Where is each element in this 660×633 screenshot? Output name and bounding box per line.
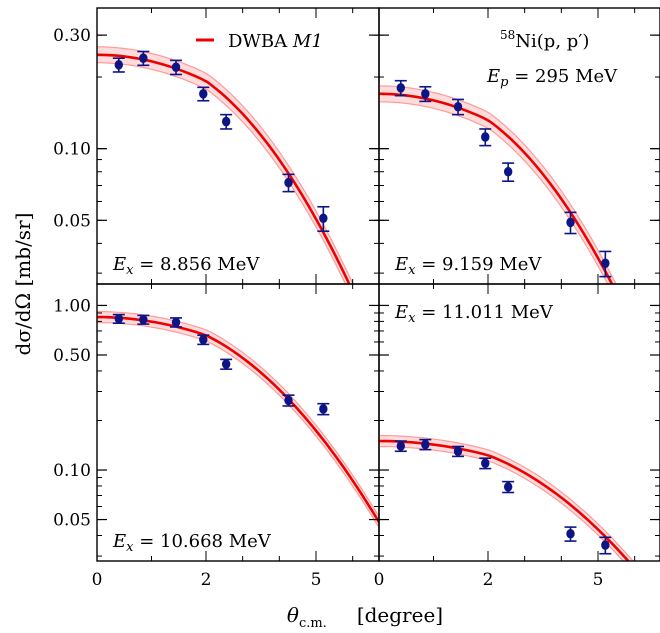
y-tick-label: 0.05	[53, 511, 91, 531]
data-point	[284, 177, 293, 188]
theory-band-lower	[97, 62, 347, 284]
data-point	[319, 213, 328, 224]
panel-label-sub: x	[408, 263, 416, 278]
reaction-text: Ni(p, p′)	[515, 31, 589, 52]
y-tick-label: 0.10	[53, 140, 91, 160]
data-point	[601, 258, 610, 269]
theory-band	[97, 311, 379, 528]
theory-line	[379, 439, 630, 561]
theory-curve-group	[379, 85, 617, 284]
theory-band	[379, 85, 617, 284]
data-point	[171, 317, 181, 328]
beam-energy-symbol: E	[486, 66, 500, 87]
theory-line	[97, 53, 351, 284]
panel-label-symbol: E	[112, 254, 126, 275]
theory-band	[379, 435, 634, 561]
beam-energy-value: = 295 MeV	[508, 66, 618, 87]
panel-label-sub: x	[126, 540, 134, 555]
y-tick-label: 0.10	[53, 461, 91, 481]
theory-band-upper	[97, 311, 379, 518]
x-axis-title: θc.m. [degree]	[287, 603, 443, 631]
x-axis-theta-sub: c.m.	[299, 616, 327, 631]
beam-energy-label: Ep = 295 MeV	[486, 66, 618, 90]
panel-label-symbol: E	[112, 531, 126, 552]
data-point	[221, 359, 231, 369]
panel-label-value: = 9.159 MeV	[415, 254, 542, 275]
theory-curve-group	[97, 46, 354, 284]
panel-3: 0.05 0.10 0.50 1.00 Ex = 10.668 MeV	[53, 283, 380, 562]
data-point	[421, 439, 430, 450]
data-point	[566, 528, 575, 539]
panel-label: Ex = 9.159 MeV	[394, 254, 542, 278]
theory-line	[379, 92, 614, 284]
legend-label: DWBA M1	[228, 31, 323, 52]
data-point	[199, 89, 208, 99]
data-point	[601, 540, 610, 550]
legend-label-italic: M1	[292, 31, 323, 52]
theory-curve-group	[97, 311, 379, 529]
x-tick-label: 5	[311, 570, 322, 590]
data-point	[171, 62, 181, 72]
data-point	[503, 166, 513, 177]
data-point	[139, 314, 148, 325]
panel-4: Ex = 11.011 MeV	[378, 283, 660, 562]
x-axis-unit: [degree]	[357, 603, 443, 627]
panel-label: Ex = 10.668 MeV	[112, 531, 272, 555]
data-point	[284, 395, 293, 406]
theory-band-lower	[379, 445, 625, 561]
data-point	[481, 132, 490, 142]
x-axis-theta: θ	[287, 603, 299, 627]
x-tick-label: 5	[593, 570, 604, 590]
x-tick-label: 2	[483, 570, 494, 590]
panel-label: Ex = 8.856 MeV	[112, 254, 260, 278]
legend-label-text: DWBA	[228, 31, 293, 52]
theory-line	[97, 315, 379, 525]
data-point	[139, 53, 148, 63]
theory-band-lower	[379, 101, 609, 284]
panel-label-sub: x	[126, 263, 134, 278]
beam-energy-sub: p	[500, 75, 509, 90]
x-tick-label: 0	[92, 570, 103, 590]
data-point	[319, 404, 328, 414]
reaction-superscript: 58	[500, 28, 515, 42]
y-tick-label: 0.30	[53, 26, 91, 46]
data-point	[114, 313, 124, 324]
theory-band-upper	[97, 46, 354, 284]
panel-label-sub: x	[408, 311, 416, 326]
y-tick-label: 0.05	[53, 211, 91, 231]
theory-curve-group	[379, 434, 634, 561]
theory-band-upper	[379, 85, 617, 284]
y-tick-label: 0.50	[53, 346, 91, 366]
data-point	[453, 101, 463, 112]
data-point	[503, 482, 513, 492]
y-tick-label: 1.00	[53, 296, 91, 316]
data-point	[199, 334, 208, 345]
panel-2: Ex = 9.159 MeV	[378, 7, 660, 285]
theory-band-lower	[97, 322, 379, 529]
panel-label-value: = 11.011 MeV	[415, 302, 553, 323]
data-point	[421, 89, 430, 99]
theory-band	[97, 46, 353, 284]
panel-label-symbol: E	[394, 302, 408, 323]
data-point	[396, 83, 405, 93]
data-point	[566, 217, 575, 228]
data-point	[481, 458, 490, 469]
reaction-label: 58Ni(p, p′)	[500, 28, 589, 52]
data-point	[453, 446, 463, 457]
panel-label-value: = 10.668 MeV	[133, 531, 271, 552]
data-point	[396, 441, 405, 451]
y-axis-title: dσ/dΩ [mb/sr]	[11, 213, 35, 356]
panel-1: 0.05 0.10 0.30 Ex = 8.856 MeV	[53, 7, 380, 285]
x-tick-label: 0	[374, 570, 385, 590]
theory-band-upper	[379, 434, 634, 561]
panel-label-value: = 8.856 MeV	[133, 254, 260, 275]
panel-label-symbol: E	[394, 254, 408, 275]
panel-frame	[378, 283, 660, 562]
panel-label: Ex = 11.011 MeV	[394, 302, 554, 326]
data-point	[221, 116, 231, 127]
data-point	[114, 60, 124, 70]
x-tick-label: 2	[201, 570, 212, 590]
